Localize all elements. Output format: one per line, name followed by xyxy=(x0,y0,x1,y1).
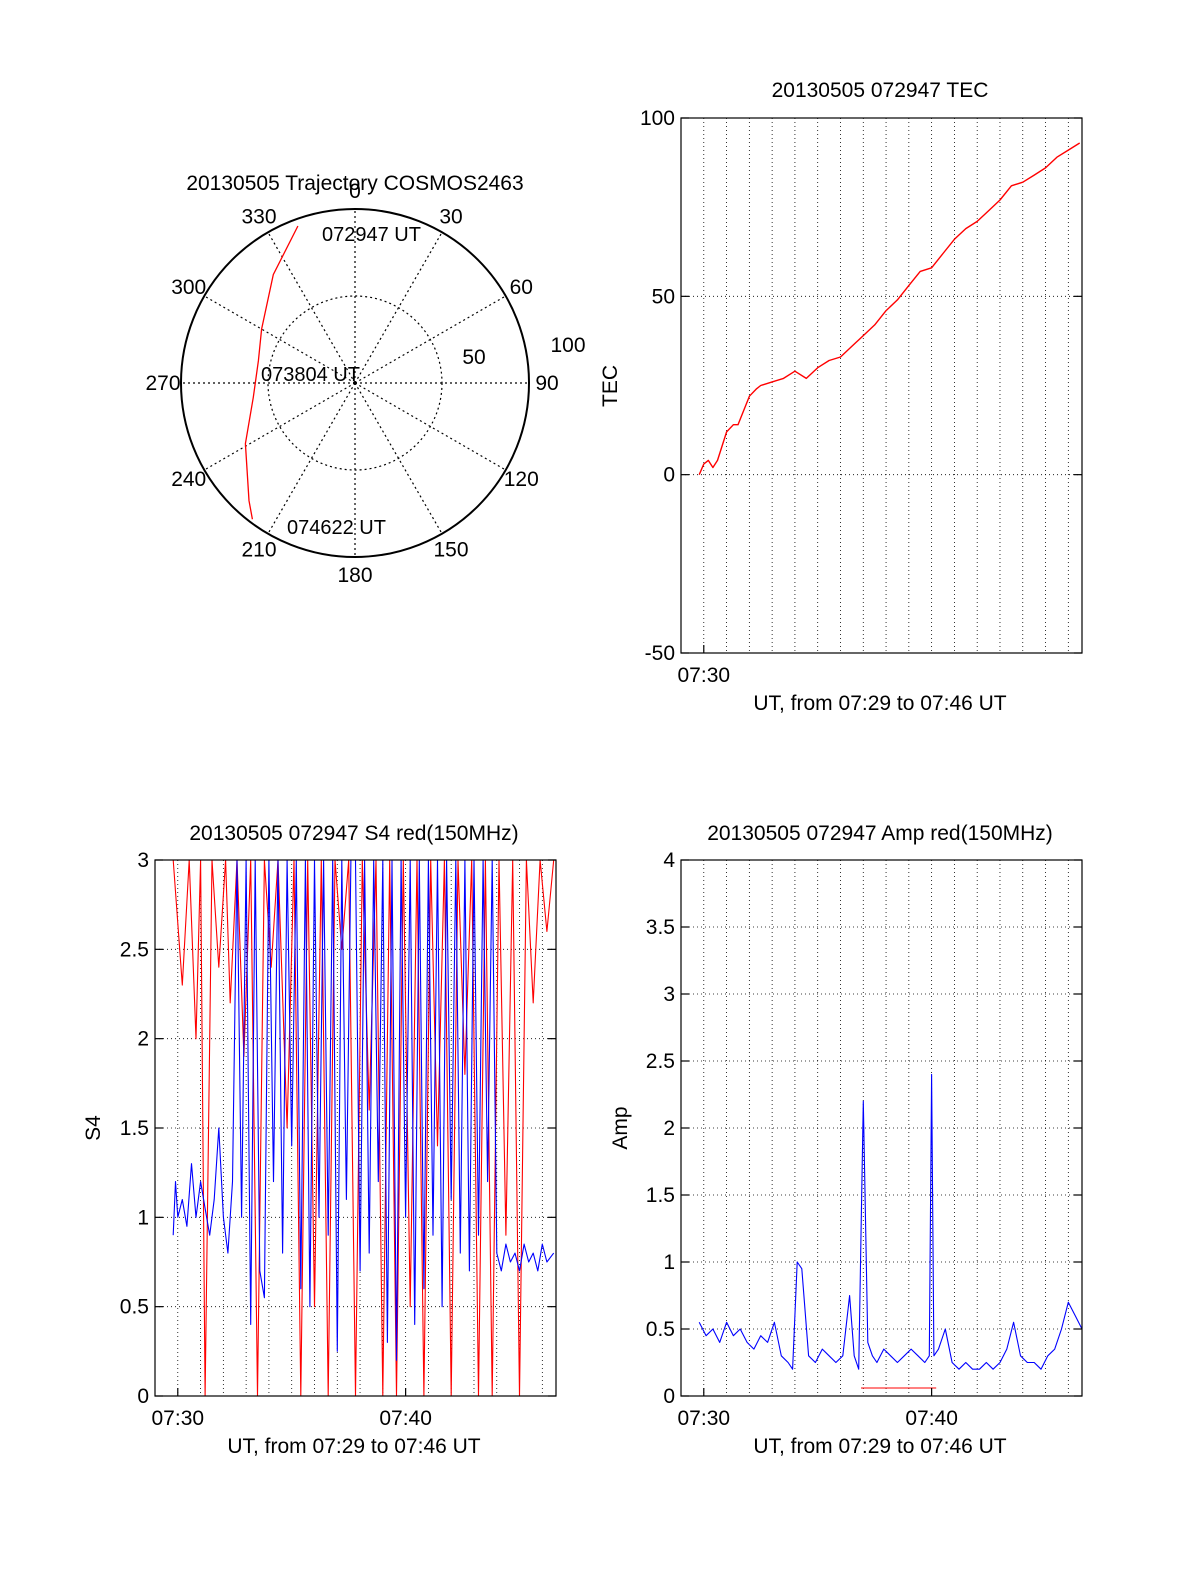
s4-xtick-07:40: 07:40 xyxy=(379,1407,432,1430)
s4-ytick-2.5: 2.5 xyxy=(120,938,149,961)
s4-ytick-0: 0 xyxy=(137,1385,149,1408)
polar-spoke-150 xyxy=(354,382,443,534)
amp-xtick-07:30: 07:30 xyxy=(678,1407,731,1430)
amp-ytick-3: 3 xyxy=(663,983,675,1006)
tec-series xyxy=(698,142,1081,475)
polar-spoke-240 xyxy=(204,382,356,471)
s4-tick-labels: 0 0.5 1 1.5 2 2.5 3 07:30 07:40 xyxy=(120,849,556,1430)
amp-ytick-0.5: 0.5 xyxy=(646,1318,675,1341)
amp-title: 20130505 072947 Amp red(150MHz) xyxy=(707,822,1053,845)
tec-grid xyxy=(681,118,1082,653)
tec-y-label: TEC xyxy=(599,365,622,407)
tec-plot-frame xyxy=(680,117,1083,654)
tec-ytick--50: -50 xyxy=(645,642,675,665)
s4-ytick-1.5: 1.5 xyxy=(120,1117,149,1140)
amp-grid xyxy=(681,860,1082,1396)
s4-ytick-0.5: 0.5 xyxy=(120,1296,149,1319)
amp-tick-labels: 0 0.5 1 1.5 2 2.5 3 3.5 4 07:30 07:40 xyxy=(646,849,1082,1430)
tec-ytick-50: 50 xyxy=(652,285,675,308)
radial-label-50: 50 xyxy=(462,346,485,369)
trajectory-line xyxy=(244,225,299,520)
s4-ytick-3: 3 xyxy=(137,849,149,872)
tec-plot: 20130505 072947 TEC -50 0 50 100 07:30 TEC U… xyxy=(599,79,1083,715)
amp-xtick-07:40: 07:40 xyxy=(905,1407,958,1430)
azimuth-label-270: 270 xyxy=(145,372,180,395)
s4-y-label: S4 xyxy=(82,1115,105,1141)
trajectory-mid-label: 073804 UT xyxy=(261,364,360,386)
polar-plot: 20130505 Trajectory COSMOS2463 0 30 60 90 12… xyxy=(145,172,585,587)
azimuth-label-60: 60 xyxy=(510,276,533,299)
polar-spoke-30 xyxy=(354,232,443,384)
polar-title: 20130505 Trajectory COSMOS2463 xyxy=(186,172,523,195)
s4-x-label: UT, from 07:29 to 07:46 UT xyxy=(227,1435,480,1458)
amp-y-label: Amp xyxy=(609,1106,632,1149)
tec-ytick-0: 0 xyxy=(663,464,675,487)
trajectory-end-label: 074622 UT xyxy=(287,517,386,539)
amp-ytick-0: 0 xyxy=(663,1385,675,1408)
s4-ytick-2: 2 xyxy=(137,1028,149,1051)
azimuth-label-300: 300 xyxy=(171,276,206,299)
polar-azimuth-labels: 0 30 60 90 120 150 180 210 240 270 300 330 xyxy=(145,180,558,587)
azimuth-label-0: 0 xyxy=(349,180,361,203)
s4-series-line-1 xyxy=(172,859,555,1361)
tec-xtick-07:30: 07:30 xyxy=(678,664,731,687)
azimuth-label-240: 240 xyxy=(171,468,206,491)
s4-title: 20130505 072947 S4 red(150MHz) xyxy=(189,822,518,845)
amp-ytick-1.5: 1.5 xyxy=(646,1184,675,1207)
s4-grid xyxy=(155,860,556,1396)
radial-label-100: 100 xyxy=(550,334,585,357)
s4-plot: 20130505 072947 S4 red(150MHz) 0 0.5 1 1.5 2… xyxy=(82,822,557,1458)
tec-ytick-100: 100 xyxy=(640,107,675,130)
amp-ytick-2.5: 2.5 xyxy=(646,1050,675,1073)
azimuth-label-150: 150 xyxy=(433,538,468,561)
tec-x-label: UT, from 07:29 to 07:46 UT xyxy=(753,692,1006,715)
azimuth-label-30: 30 xyxy=(439,206,462,229)
amp-series-line-0 xyxy=(698,1073,1083,1370)
azimuth-label-210: 210 xyxy=(241,538,276,561)
amp-x-label: UT, from 07:29 to 07:46 UT xyxy=(753,1435,1006,1458)
azimuth-label-120: 120 xyxy=(504,468,539,491)
polar-spoke-60 xyxy=(354,295,506,384)
s4-xtick-07:30: 07:30 xyxy=(152,1407,205,1430)
s4-ytick-1: 1 xyxy=(137,1206,149,1229)
amp-plot: 20130505 072947 Amp red(150MHz) 0 0.5 1 1.5… xyxy=(609,822,1083,1458)
polar-spoke-120 xyxy=(354,382,506,471)
tec-title: 20130505 072947 TEC xyxy=(772,79,989,102)
amp-ytick-3.5: 3.5 xyxy=(646,916,675,939)
amp-series xyxy=(698,1073,1083,1389)
azimuth-label-90: 90 xyxy=(535,372,558,395)
polar-spoke-300 xyxy=(204,295,356,384)
azimuth-label-180: 180 xyxy=(337,564,372,587)
tec-tick-labels: -50 0 50 100 07:30 xyxy=(640,107,1082,687)
azimuth-label-330: 330 xyxy=(241,206,276,229)
polar-spoke-210 xyxy=(267,382,356,534)
polar-spoke-330 xyxy=(267,232,356,384)
trajectory-start-label: 072947 UT xyxy=(322,224,421,246)
amp-ytick-4: 4 xyxy=(663,849,675,872)
amp-ytick-1: 1 xyxy=(663,1251,675,1274)
tec-series-line-0 xyxy=(698,142,1081,475)
polar-outer-circle xyxy=(180,208,530,558)
amp-ytick-2: 2 xyxy=(663,1117,675,1140)
